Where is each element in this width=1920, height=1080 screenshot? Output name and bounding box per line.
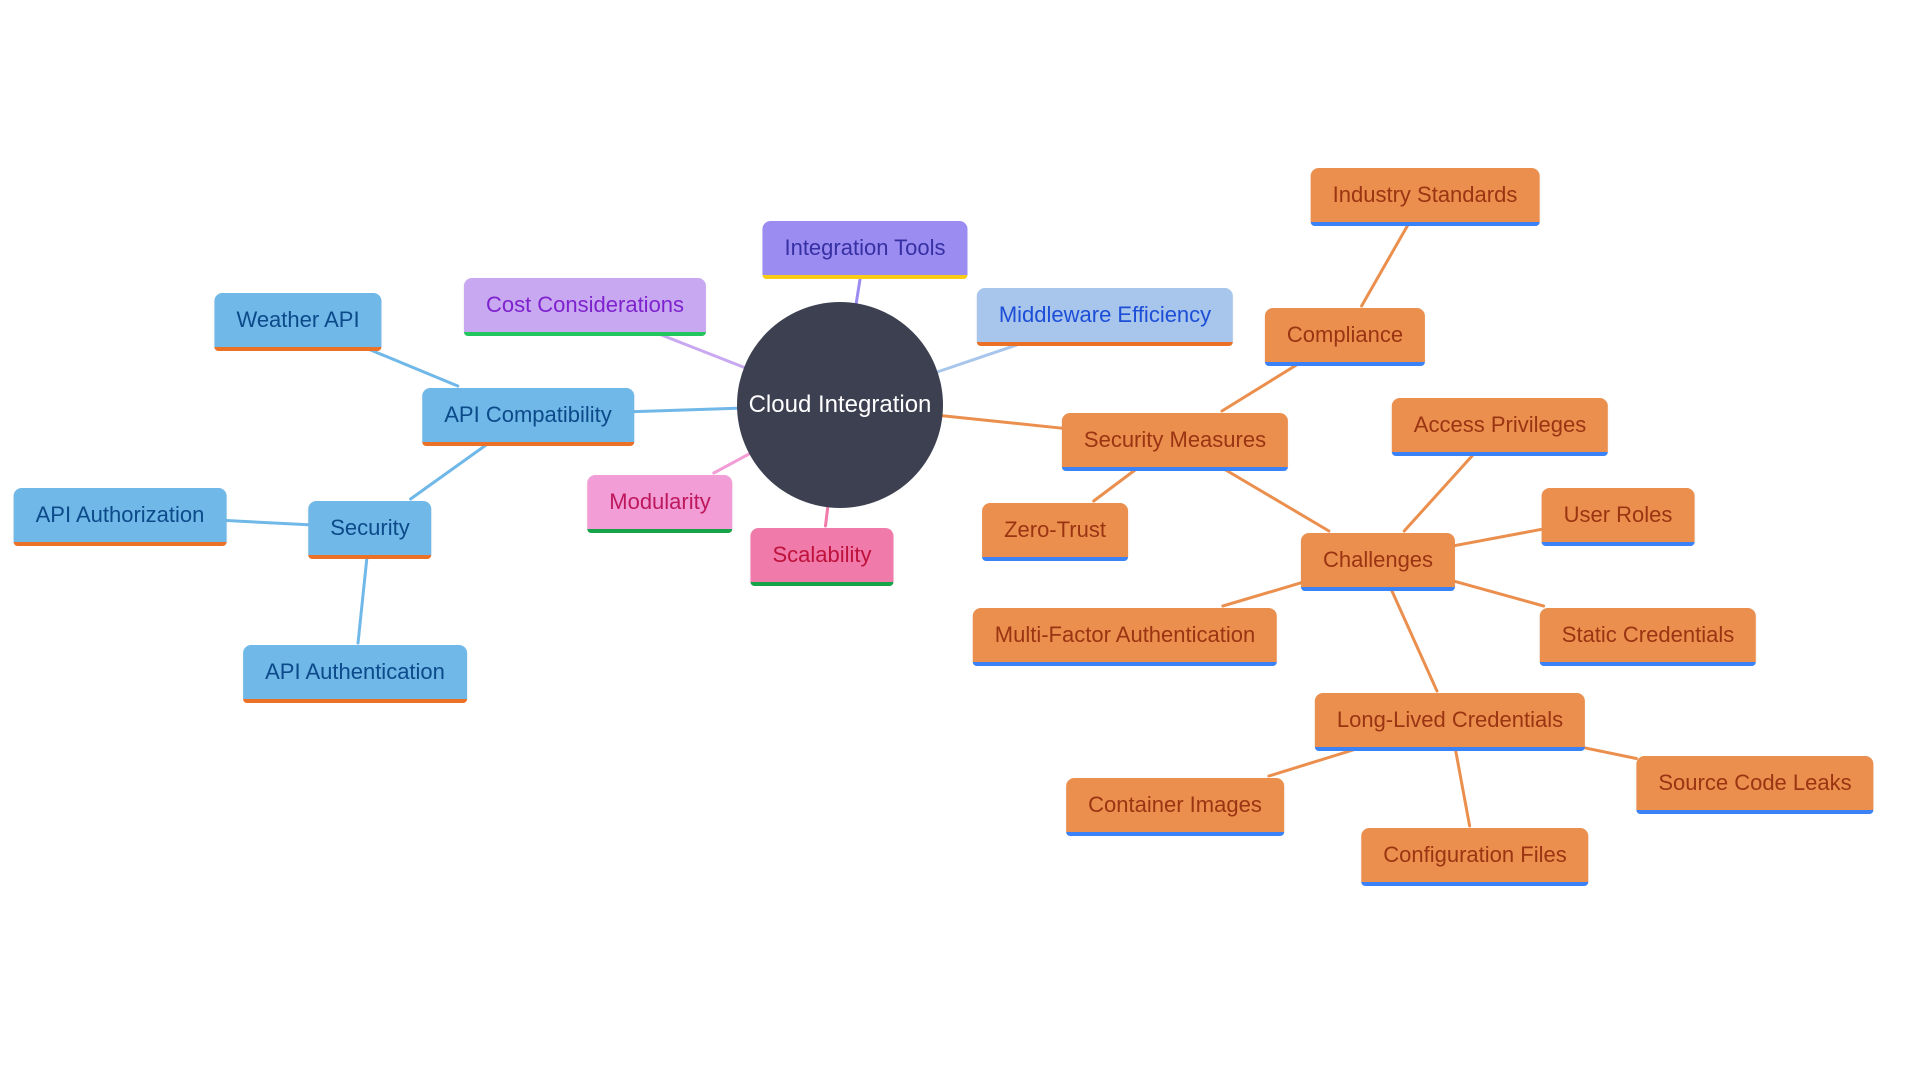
node-multi-factor-auth: Multi-Factor Authentication (973, 608, 1277, 662)
node-middleware-efficiency: Middleware Efficiency (977, 288, 1233, 342)
edge-cloud-integration-to-middleware-efficiency (938, 344, 1020, 372)
node-modularity: Modularity (587, 475, 732, 529)
node-security: Security (308, 501, 431, 555)
edge-security-to-api-authorization (226, 521, 308, 525)
edge-cloud-integration-to-security-measures (942, 416, 1061, 428)
node-compliance: Compliance (1265, 308, 1425, 362)
node-weather-api: Weather API (214, 293, 381, 347)
edge-challenges-to-access-privileges (1404, 454, 1474, 531)
node-challenges: Challenges (1301, 533, 1455, 587)
edge-compliance-to-industry-standards (1362, 224, 1409, 306)
edge-security-measures-to-compliance (1222, 364, 1298, 411)
edge-cloud-integration-to-scalability (825, 507, 827, 526)
edge-api-compatibility-to-security (411, 444, 488, 499)
node-api-compatibility: API Compatibility (422, 388, 634, 442)
edge-cloud-integration-to-modularity (714, 454, 750, 473)
mindmap-canvas: Cloud Integration Integration Tools Cost … (0, 0, 1920, 1080)
node-long-lived-credentials: Long-Lived Credentials (1315, 693, 1585, 747)
center-node-cloud-integration: Cloud Integration (737, 302, 943, 508)
edge-challenges-to-user-roles (1455, 529, 1542, 545)
node-industry-standards: Industry Standards (1311, 168, 1540, 222)
edge-challenges-to-long-lived-credentials (1391, 589, 1437, 691)
node-api-authentication: API Authentication (243, 645, 467, 699)
edge-security-measures-to-challenges (1224, 469, 1329, 531)
node-access-privileges: Access Privileges (1392, 398, 1608, 452)
edge-security-to-api-authentication (358, 557, 367, 643)
node-static-credentials: Static Credentials (1540, 608, 1756, 662)
node-source-code-leaks: Source Code Leaks (1636, 756, 1873, 810)
node-configuration-files: Configuration Files (1361, 828, 1588, 882)
edge-challenges-to-static-credentials (1455, 581, 1544, 606)
edge-long-lived-credentials-to-source-code-leaks (1585, 748, 1636, 759)
node-integration-tools: Integration Tools (762, 221, 967, 275)
edge-security-measures-to-zero-trust (1094, 469, 1137, 501)
edge-cloud-integration-to-cost-considerations (659, 334, 744, 367)
edge-long-lived-credentials-to-container-images (1269, 749, 1356, 776)
node-user-roles: User Roles (1542, 488, 1695, 542)
node-scalability: Scalability (750, 528, 893, 582)
edge-challenges-to-multi-factor-auth (1223, 583, 1301, 606)
edge-long-lived-credentials-to-configuration-files (1455, 749, 1469, 826)
edge-cloud-integration-to-integration-tools (856, 277, 860, 303)
edge-cloud-integration-to-api-compatibility (634, 408, 737, 411)
edge-api-compatibility-to-weather-api (368, 349, 458, 386)
node-security-measures: Security Measures (1062, 413, 1288, 467)
node-zero-trust: Zero-Trust (982, 503, 1128, 557)
node-api-authorization: API Authorization (14, 488, 227, 542)
node-cost-considerations: Cost Considerations (464, 278, 706, 332)
node-container-images: Container Images (1066, 778, 1284, 832)
